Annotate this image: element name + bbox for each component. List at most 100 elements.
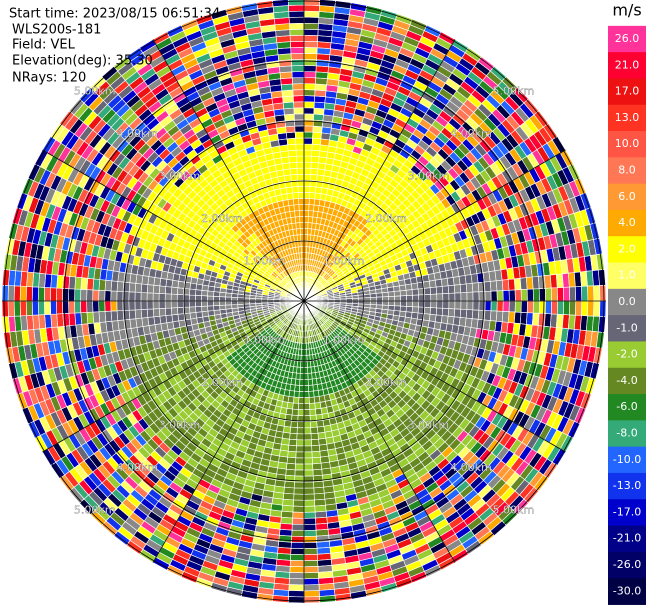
radar-cell [290, 420, 299, 429]
radar-cell [442, 300, 450, 309]
radar-cell [381, 291, 389, 298]
radar-cell [297, 403, 305, 411]
radar-cell [472, 291, 480, 302]
radar-cell [429, 307, 438, 316]
radar-cell [116, 281, 125, 292]
radar-cell [299, 366, 305, 374]
radar-cell [7, 285, 15, 302]
radar-cell [291, 517, 305, 525]
radar-cell [544, 300, 552, 315]
radar-cell [195, 289, 203, 296]
radar-cell [400, 295, 408, 302]
radar-cell [80, 300, 88, 314]
radar-cell [195, 306, 203, 313]
radar-cell [49, 300, 58, 315]
radar-cell [399, 284, 407, 292]
radar-cell [423, 287, 432, 296]
radar-cell [303, 10, 320, 18]
radar-cell [459, 308, 468, 319]
radar-cell [286, 456, 297, 465]
radar-cell [460, 300, 468, 310]
radar-cell [309, 402, 316, 410]
radar-cell [526, 300, 534, 314]
radar-cell [293, 493, 305, 501]
radar-cell [430, 300, 438, 309]
radar-cell [207, 290, 215, 297]
radar-cell [292, 499, 305, 507]
radar-cell [86, 289, 94, 302]
radar-cell [484, 290, 492, 302]
radar-cell [399, 289, 407, 297]
radar-cell [104, 300, 112, 312]
radar-cell [393, 290, 401, 297]
radar-cell [188, 300, 196, 308]
radar-cell [422, 313, 431, 322]
radar-cell [483, 281, 492, 292]
radar-cell [164, 300, 172, 309]
radar-cell [303, 379, 309, 386]
radar-cell [593, 285, 601, 302]
radar-cell [351, 297, 359, 302]
radar-cell [299, 379, 305, 386]
radar-cell [104, 290, 112, 302]
radar-cell [189, 288, 197, 296]
radar-cell [293, 487, 305, 495]
radar-cell [189, 306, 197, 314]
radar-cell [158, 307, 167, 317]
radar-cell [290, 541, 305, 549]
radar-cell [297, 409, 305, 417]
radar-cell [597, 316, 606, 333]
radar-cell [313, 486, 325, 495]
radar-cell [316, 419, 325, 428]
radar-cell [189, 312, 197, 320]
radar-cell [303, 125, 314, 133]
radar-cell [441, 285, 450, 295]
radar-cell [303, 373, 309, 380]
radar-cell [311, 456, 322, 465]
radar-cell [597, 269, 606, 286]
radar-cell [303, 553, 318, 562]
radar-cell [56, 300, 64, 315]
radar-cell [249, 300, 256, 305]
radar-cell [303, 77, 317, 85]
radar-cell [303, 348, 308, 356]
radar-cell [310, 167, 319, 176]
radar-cell [459, 283, 468, 294]
radar-cell [308, 198, 316, 206]
radar-cell [303, 191, 311, 199]
radar-cell [290, 553, 305, 562]
radar-cell [287, 596, 305, 604]
radar-cell [575, 300, 583, 316]
radar-cell [303, 499, 316, 507]
radar-cell [188, 294, 196, 302]
radar-cell [399, 305, 407, 313]
radar-cell [319, 0, 336, 8]
radar-cell [303, 354, 308, 362]
radar-cell [471, 282, 480, 293]
radar-cell [411, 306, 419, 314]
radar-cell [288, 584, 305, 592]
radar-cell [303, 216, 309, 223]
radar-cell [140, 300, 148, 310]
radar-cell [563, 286, 571, 302]
radar-cell [194, 300, 202, 308]
radar-cell [303, 83, 316, 91]
radar-cell [316, 174, 325, 183]
radar-cell [298, 385, 305, 392]
radar-cell [225, 296, 232, 302]
radar-cell [508, 289, 516, 302]
radar-cell [309, 192, 316, 200]
radar-cell [31, 300, 39, 316]
radar-cell [382, 300, 389, 306]
radar-cell [556, 300, 565, 315]
radar-cell [313, 390, 320, 398]
radar-cell [587, 285, 595, 302]
radar-cell [303, 433, 312, 441]
radar-cell [134, 291, 142, 302]
radar-cell [508, 300, 516, 313]
radar-cell [37, 286, 45, 302]
radar-cell [303, 493, 315, 501]
radar-cell [532, 300, 540, 314]
radar-cell [394, 300, 401, 307]
radar-cell [287, 450, 297, 459]
